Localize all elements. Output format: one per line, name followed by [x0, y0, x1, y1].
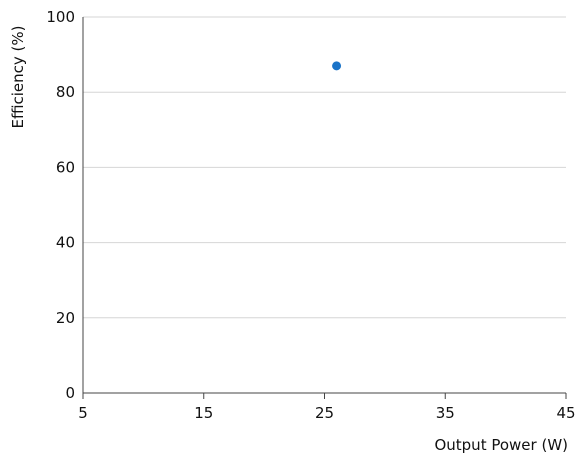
data-points — [332, 61, 342, 71]
x-axis-title: Output Power (W) — [434, 436, 568, 454]
y-tick-label-100: 100 — [46, 8, 75, 26]
y-tick-label-20: 20 — [56, 309, 75, 327]
y-axis-title: Efficiency (%) — [9, 26, 27, 129]
y-tick-label-40: 40 — [56, 234, 75, 252]
x-tick-label-15: 15 — [194, 404, 213, 422]
grid-lines — [83, 16, 566, 319]
x-tick-label-35: 35 — [436, 404, 455, 422]
x-tick-label-25: 25 — [315, 404, 334, 422]
x-tick-label-5: 5 — [78, 404, 88, 422]
y-tick-labels: 0 20 40 60 80 100 — [46, 8, 75, 402]
y-tick-label-60: 60 — [56, 158, 75, 176]
x-tick-label-45: 45 — [556, 404, 575, 422]
y-tick-label-0: 0 — [65, 384, 75, 402]
data-point-0-0 — [332, 61, 342, 71]
x-tick-labels: 5 15 25 35 45 — [78, 404, 575, 422]
axes — [82, 17, 567, 399]
y-tick-label-80: 80 — [56, 83, 75, 101]
